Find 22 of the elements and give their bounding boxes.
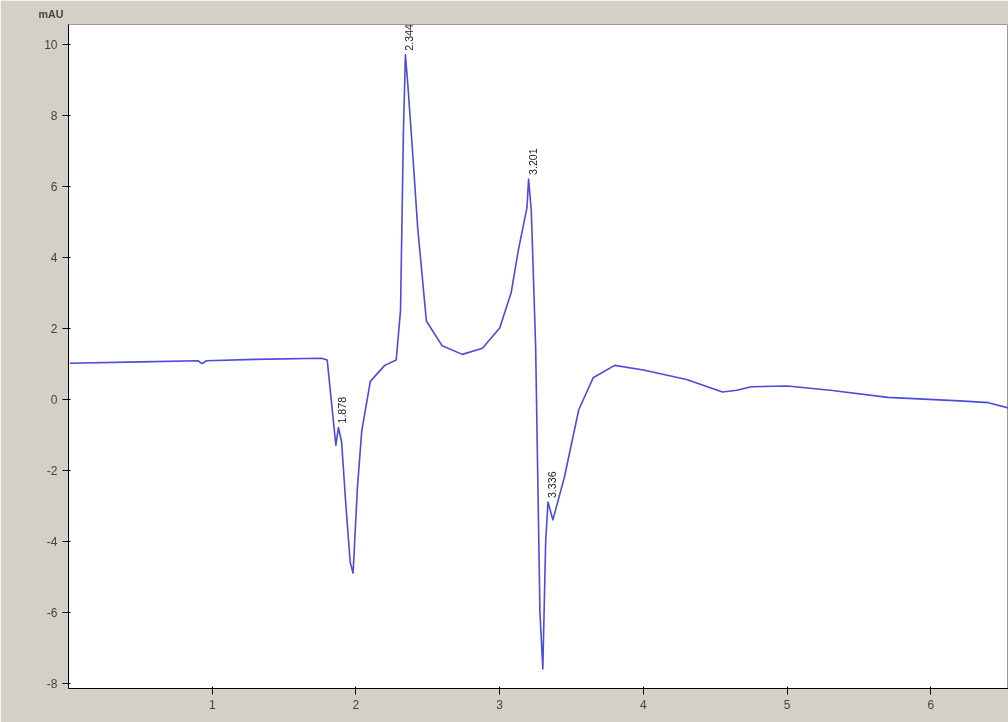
y-tick-label: 8 (50, 108, 58, 123)
y-tick-label: 2 (50, 321, 58, 336)
x-tick-label: 5 (783, 697, 791, 712)
y-tick-label: -4 (46, 534, 58, 549)
annotation: 3.201 (526, 148, 539, 175)
x-tick-label: 2 (352, 697, 360, 712)
y-tick-label: 0 (50, 392, 58, 407)
y-axis-title: mAU (38, 7, 64, 20)
x-tick-label: 1 (208, 697, 216, 712)
y-tick-label: -6 (46, 605, 58, 620)
x-tick-label: 6 (927, 697, 935, 712)
y-tick-label: 6 (50, 179, 58, 194)
x-tick-label: 3 (496, 697, 504, 712)
annotation: 1.878 (336, 396, 349, 424)
x-tick-label: 4 (640, 697, 648, 712)
y-tick-label: 4 (50, 250, 58, 265)
y-tick-label: -2 (46, 463, 58, 478)
line-series (69, 53, 1008, 670)
annotation: 3.336 (545, 471, 558, 499)
y-tick-label: -8 (46, 676, 58, 691)
y-tick-label: 10 (44, 37, 58, 52)
annotation: 2.344 (403, 23, 416, 51)
